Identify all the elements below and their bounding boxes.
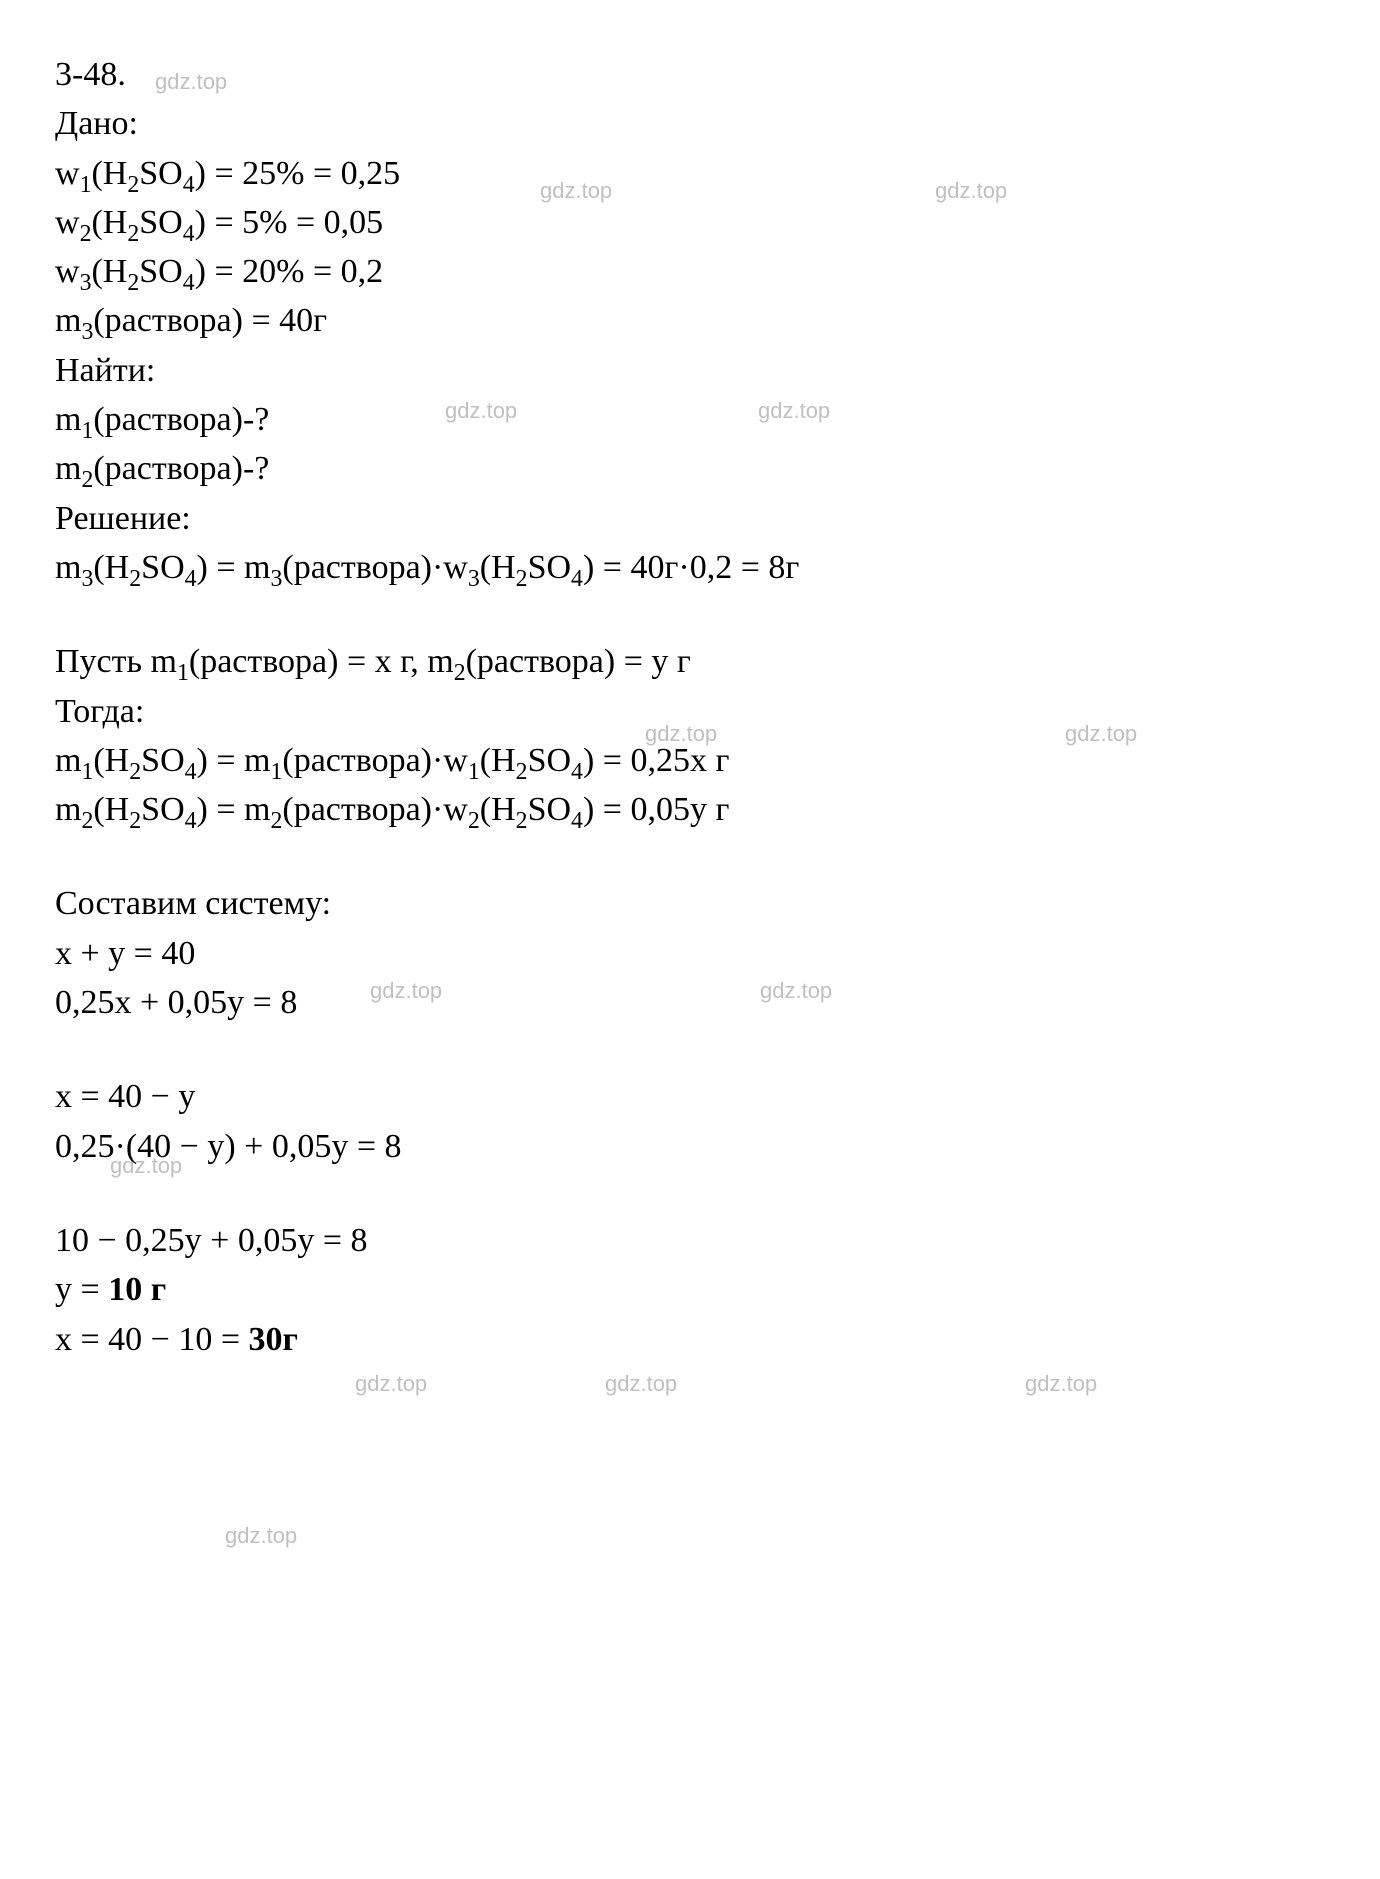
given-label: Дано:: [55, 99, 1325, 148]
then-label: Тогда:: [55, 687, 1325, 736]
eq-m2: m2(H2SO4) = m2(раствора)·w2(H2SO4) = 0,0…: [55, 785, 1325, 834]
result-x: x = 40 − 10 = 30г: [55, 1315, 1325, 1364]
eq-m3: m3(H2SO4) = m3(раствора)·w3(H2SO4) = 40г…: [55, 543, 1325, 592]
expanded-eq: 10 − 0,25y + 0,05y = 8: [55, 1216, 1325, 1265]
problem-number: 3-48.: [55, 50, 1325, 99]
given-w2: w2(H2SO4) = 5% = 0,05: [55, 198, 1325, 247]
eq-m1: m1(H2SO4) = m1(раствора)·w1(H2SO4) = 0,2…: [55, 736, 1325, 785]
system-label: Составим систему:: [55, 879, 1325, 928]
system-eq1: x + y = 40: [55, 929, 1325, 978]
substitution-eq: 0,25·(40 − y) + 0,05y = 8: [55, 1122, 1325, 1171]
let-statement: Пусть m1(раствора) = x г, m2(раствора) =…: [55, 637, 1325, 686]
watermark: gdz.top: [355, 1368, 427, 1400]
watermark: gdz.top: [1025, 1368, 1097, 1400]
result-y: y = 10 г: [55, 1265, 1325, 1314]
find-m1: m1(раствора)-?: [55, 395, 1325, 444]
system-eq2: 0,25x + 0,05y = 8: [55, 978, 1325, 1027]
given-w3: w3(H2SO4) = 20% = 0,2: [55, 247, 1325, 296]
find-m2: m2(раствора)-?: [55, 444, 1325, 493]
watermark: gdz.top: [225, 1520, 297, 1552]
watermark: gdz.top: [605, 1368, 677, 1400]
given-w1: w1(H2SO4) = 25% = 0,25: [55, 149, 1325, 198]
substitution-x: x = 40 − y: [55, 1072, 1325, 1121]
find-label: Найти:: [55, 346, 1325, 395]
solution-label: Решение:: [55, 494, 1325, 543]
given-m3: m3(раствора) = 40г: [55, 296, 1325, 345]
